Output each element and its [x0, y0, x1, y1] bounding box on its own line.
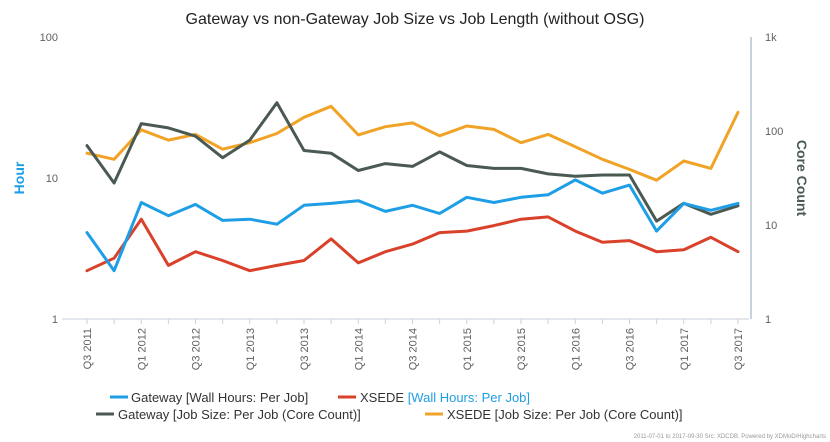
y-right-axis-title: Core Count: [794, 140, 810, 217]
series-line-gateway-job-size-per-job-core-count[interactable]: [85, 101, 740, 223]
y-right-axis: 1 10 100 1k: [765, 32, 783, 326]
y-right-tick-label: 1: [765, 314, 771, 326]
legend-label-suffix: [Wall Hours: Per Job]: [408, 390, 530, 405]
chart-title: Gateway vs non-Gateway Job Size vs Job L…: [186, 11, 645, 28]
y-right-tick-label: 10: [765, 220, 777, 232]
x-tick-label: Q3 2015: [516, 328, 528, 370]
legend-label: XSEDE [Wall Hours: Per Job]: [360, 390, 530, 405]
y-left-tick-label: 100: [40, 32, 58, 44]
series-line-xsede-wall-hours-per-job[interactable]: [85, 215, 740, 273]
x-axis: Q3 2011 Q1 2012 Q3 2012 Q1 2013 Q3 2013 Q1 20…: [62, 318, 749, 370]
x-tick-label: Q1 2014: [353, 328, 365, 370]
legend-label-prefix: XSEDE: [360, 390, 408, 405]
legend-item-xsede-wall-hours[interactable]: XSEDE [Wall Hours: Per Job]: [338, 390, 530, 405]
y-right-tick-label: 1k: [765, 32, 777, 44]
credits: 2011-07-01 to 2017-09-30 Src: XDCDB. Pow…: [634, 434, 826, 440]
x-tick-label: Q3 2012: [191, 328, 203, 370]
y-left-axis: 1 10 100: [40, 32, 58, 326]
x-tick-label: Q3 2014: [408, 328, 420, 370]
x-tick-label: Q3 2011: [82, 328, 94, 369]
x-tick-label: Q3 2016: [625, 328, 637, 370]
legend-label: XSEDE [Job Size: Per Job (Core Count)]: [447, 407, 683, 422]
legend-item-gateway-job-size[interactable]: Gateway [Job Size: Per Job (Core Count)]: [96, 407, 361, 422]
y-left-tick-label: 1: [52, 314, 58, 326]
series-line-xsede-job-size-per-job-core-count[interactable]: [85, 104, 740, 182]
x-tick-label: Q1 2016: [570, 328, 582, 370]
legend-label: Gateway [Job Size: Per Job (Core Count)]: [118, 407, 361, 422]
legend-item-gateway-wall-hours[interactable]: Gateway [Wall Hours: Per Job]: [110, 390, 308, 405]
x-tick-label: Q1 2012: [136, 328, 148, 370]
series-line-gateway-wall-hours-per-job[interactable]: [85, 178, 740, 273]
series-group: [85, 101, 740, 273]
x-tick-label: Q3 2013: [299, 328, 311, 370]
x-tick-label: Q3 2017: [733, 328, 745, 370]
y-left-axis-title: Hour: [11, 161, 27, 194]
legend-label: Gateway [Wall Hours: Per Job]: [131, 390, 308, 405]
x-tick-label: Q1 2015: [462, 328, 474, 370]
legend-item-xsede-job-size[interactable]: XSEDE [Job Size: Per Job (Core Count)]: [425, 407, 683, 422]
y-left-tick-label: 10: [46, 173, 58, 185]
y-right-tick-label: 100: [765, 126, 783, 138]
x-tick-label: Q1 2013: [245, 328, 257, 370]
x-tick-label: Q1 2017: [679, 328, 691, 370]
legend: Gateway [Wall Hours: Per Job] XSEDE [Wal…: [96, 390, 683, 422]
